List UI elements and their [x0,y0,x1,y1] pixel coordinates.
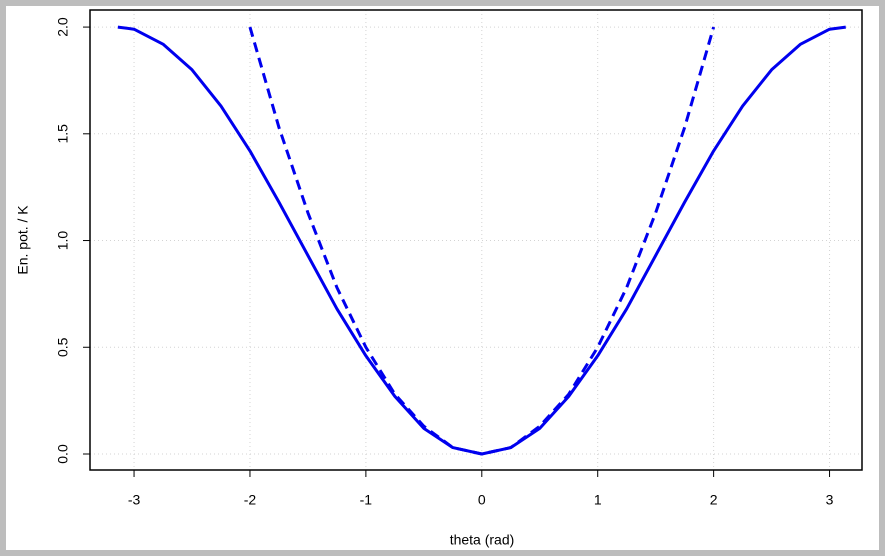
x-axis-label: theta (rad) [450,532,515,548]
panel [6,6,879,550]
x-tick-label: 0 [478,492,486,508]
series-line [248,26,716,456]
y-tick-label: 2.0 [55,17,71,37]
plot-frame [89,9,863,471]
y-tick-label: 1.0 [55,231,71,251]
x-tick-label: 1 [594,492,602,508]
x-tick-label: -1 [360,492,373,508]
y-axis-label: En. pot. / K [15,205,31,275]
y-tick-label: 0.0 [55,444,71,464]
x-tick-label: -3 [128,492,141,508]
plot-area [117,25,846,456]
y-tick-label: 1.5 [55,124,71,144]
y-tick-label: 0.5 [55,337,71,357]
x-tick-label: 3 [826,492,834,508]
x-tick-label: 2 [710,492,718,508]
x-tick-label: -2 [244,492,257,508]
